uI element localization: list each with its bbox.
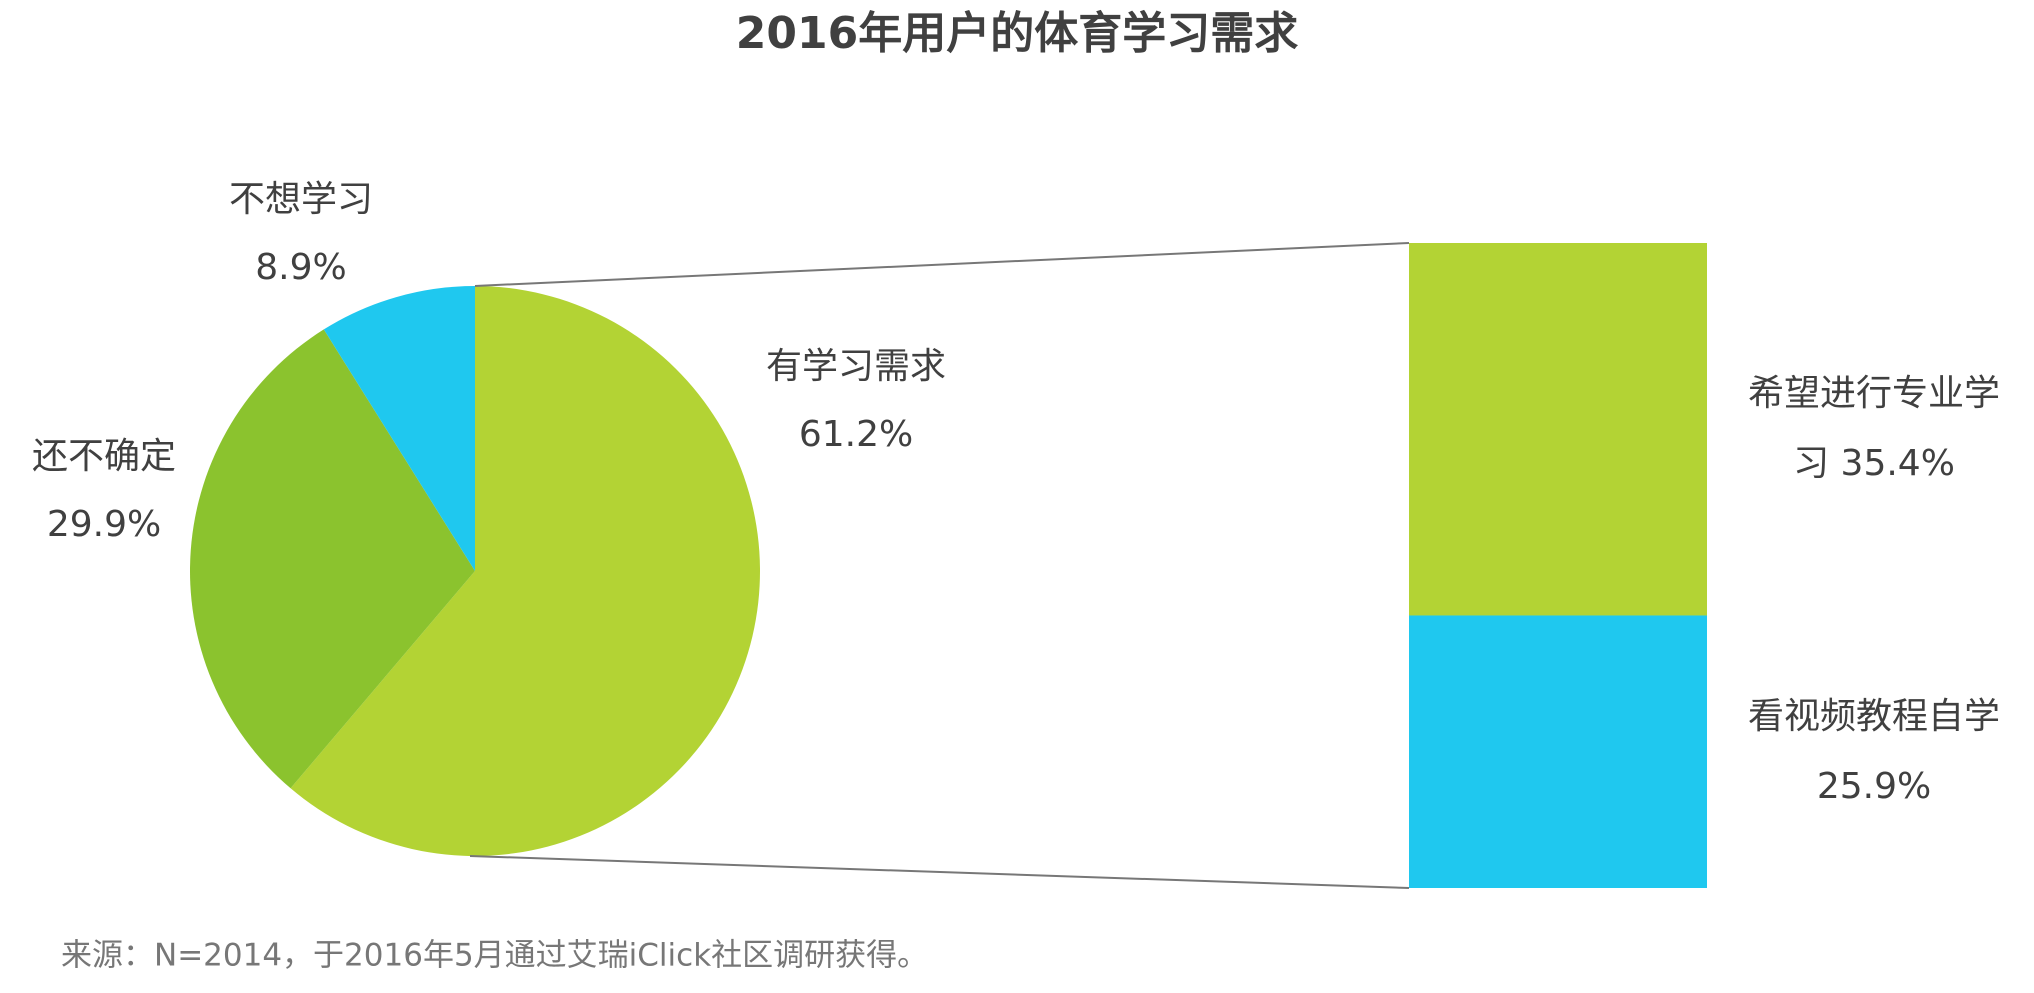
bar-segment	[1409, 243, 1707, 616]
bar-label: 希望进行专业学习 35.4%	[1734, 359, 2014, 499]
connector-line	[469, 855, 1410, 889]
slice-value-label: 29.9%	[47, 504, 161, 545]
pie-slice	[323, 286, 475, 571]
pie-slice	[290, 286, 760, 856]
chart-title: 2016年用户的体育学习需求	[736, 8, 1298, 59]
slice-label: 不想学习	[229, 179, 373, 220]
bar-label-name: 看视频教程自学	[1747, 695, 2000, 737]
bar-label: 看视频教程自学 25.9%	[1734, 682, 2014, 822]
source-note: 来源：N=2014，于2016年5月通过艾瑞iClick社区调研获得。	[61, 938, 928, 974]
bar-value-label: 25.9%	[1816, 765, 1932, 807]
bar-label-name: 希望进行专业学习	[1747, 373, 2000, 485]
bar-segment	[1409, 615, 1707, 888]
slice-label: 还不确定	[32, 436, 176, 477]
slice-value-label: 61.2%	[799, 414, 913, 455]
bar-value-label: 35.4%	[1840, 443, 1955, 485]
slice-value-label: 8.9%	[255, 247, 346, 288]
connector-line	[474, 242, 1410, 287]
pie-slice	[189, 329, 475, 789]
slice-label: 有学习需求	[766, 346, 946, 387]
